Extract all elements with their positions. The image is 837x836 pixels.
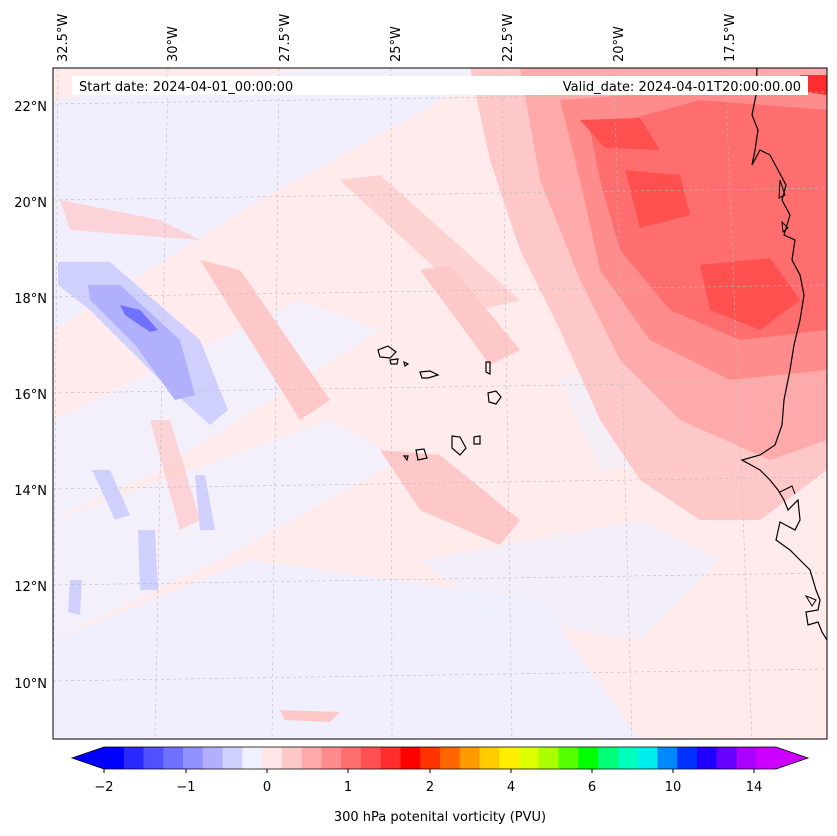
cb-tick-label: 0: [263, 780, 271, 795]
lat-label-10n: 10°N: [14, 677, 47, 692]
low-positive-pv-streaks: [60, 175, 520, 722]
lon-label-22-5w: 22.5°W: [501, 14, 516, 62]
colorbar-segment: [617, 747, 639, 769]
colorbar-segment: [420, 747, 441, 769]
lon-label-17-5w: 17.5°W: [723, 14, 738, 62]
lat-label-12n: 12°N: [14, 580, 47, 595]
colorbar-segment: [696, 747, 718, 769]
colorbar-segment: [321, 747, 342, 769]
lat-label-20n: 20°N: [14, 196, 47, 211]
colorbar-segment: [756, 747, 777, 769]
gridlines: [53, 68, 827, 739]
colorbar-segment: [104, 747, 125, 769]
lon-label-30w: 30°W: [166, 26, 181, 62]
colorbar-segment: [677, 747, 698, 769]
colorbar-segment: [657, 747, 678, 769]
colorbar-segment: [202, 747, 224, 769]
colorbar-over-arrow: [776, 747, 808, 769]
longitude-labels: 32.5°W 30°W 27.5°W 25°W 22.5°W 20°W 17.5…: [56, 14, 738, 62]
start-date-label: Start date: 2024-04-01_00:00:00: [79, 80, 293, 95]
lon-label-27-5w: 27.5°W: [278, 14, 293, 62]
cb-tick-label: 14: [746, 780, 763, 795]
cb-tick-label: −1: [176, 780, 195, 795]
lon-label-20w: 20°W: [612, 26, 627, 62]
colorbar-under-arrow: [72, 747, 104, 769]
colorbar-ticks: [103, 769, 755, 773]
lat-label-22n: 22°N: [14, 100, 47, 115]
cb-tick-label: 10: [665, 780, 682, 795]
colorbar-segment: [360, 747, 382, 769]
colorbar-segment: [400, 747, 421, 769]
colorbar-segment: [519, 747, 540, 769]
coastline-detail: [778, 179, 817, 607]
colorbar-segment: [341, 747, 362, 769]
colorbar-segment: [440, 747, 461, 769]
colorbar-segment: [499, 747, 520, 769]
colorbar-segment: [598, 747, 619, 769]
colorbar-segment: [242, 747, 263, 769]
colorbar-title: 300 hPa potenital vorticity (PVU): [334, 810, 546, 825]
lat-label-14n: 14°N: [14, 484, 47, 499]
colorbar-segment: [380, 747, 401, 769]
cb-tick-label: 6: [588, 780, 596, 795]
valid-date-label: Valid_date: 2024-04-01T20:00:00.00: [563, 80, 801, 95]
colorbar-segment: [183, 747, 204, 769]
cb-tick-label: 2: [426, 780, 434, 795]
colorbar-segment: [736, 747, 757, 769]
colorbar-segment: [479, 747, 500, 769]
colorbar: −2 −1 0 1 2 4 6 10 14 300 hPa potenital …: [70, 746, 810, 825]
map-frame: [52, 67, 828, 740]
colorbar-segment: [281, 747, 303, 769]
colorbar-segment: [163, 747, 184, 769]
colorbar-segment: [143, 747, 164, 769]
colorbar-segment: [459, 747, 481, 769]
colorbar-segments: [104, 747, 777, 769]
lat-label-18n: 18°N: [14, 292, 47, 307]
negative-pv-band: [58, 262, 228, 615]
cape-verde-islands: [377, 345, 502, 462]
latitude-labels: 22°N 20°N 18°N 16°N 14°N 12°N 10°N: [14, 100, 47, 692]
colorbar-segment: [716, 747, 737, 769]
colorbar-segment: [301, 747, 322, 769]
lat-label-16n: 16°N: [14, 388, 47, 403]
cb-tick-label: −2: [94, 780, 113, 795]
colorbar-tick-labels: −2 −1 0 1 2 4 6 10 14: [94, 780, 762, 795]
colorbar-segment: [262, 747, 283, 769]
colorbar-segment: [637, 747, 658, 769]
info-box: [72, 76, 808, 95]
high-pv-region: [470, 68, 827, 520]
colorbar-segment: [222, 747, 243, 769]
colorbar-segment: [558, 747, 579, 769]
cb-tick-label: 1: [344, 780, 352, 795]
map-panel: [53, 68, 827, 739]
lon-label-32-5w: 32.5°W: [56, 14, 71, 62]
cb-tick-label: 4: [507, 780, 515, 795]
colorbar-segment: [123, 747, 145, 769]
africa-coastline: [740, 68, 827, 641]
colorbar-segment: [538, 747, 560, 769]
colorbar-segment: [578, 747, 599, 769]
lon-label-25w: 25°W: [389, 26, 404, 62]
